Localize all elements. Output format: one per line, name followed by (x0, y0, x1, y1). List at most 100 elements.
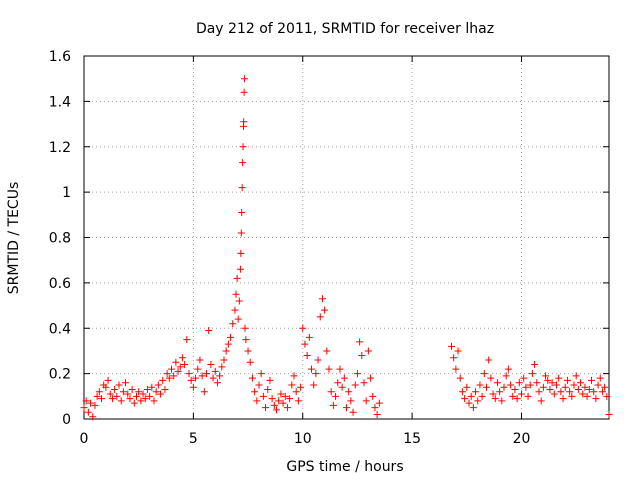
data-point (104, 376, 112, 384)
y-tick-label: 0.2 (49, 367, 71, 383)
data-point (579, 390, 587, 398)
data-point (347, 397, 355, 405)
data-point (82, 397, 90, 405)
data-point (452, 365, 460, 373)
data-point (264, 386, 272, 394)
data-point (472, 388, 480, 396)
data-point (268, 395, 276, 403)
data-point (137, 397, 145, 405)
data-point (509, 392, 517, 400)
data-point (80, 404, 88, 412)
data-point (122, 379, 130, 387)
data-point (242, 336, 250, 344)
data-point (524, 392, 532, 400)
data-point (513, 395, 521, 403)
data-point (327, 388, 335, 396)
data-point (240, 88, 248, 96)
data-point (238, 184, 246, 192)
data-point (288, 381, 296, 389)
data-point (176, 363, 184, 371)
data-point (553, 381, 560, 389)
data-point (238, 209, 246, 217)
data-point (119, 388, 127, 396)
data-point (563, 376, 571, 384)
data-point (152, 388, 160, 396)
data-point (456, 374, 464, 382)
data-point (172, 358, 180, 366)
data-point (91, 401, 99, 409)
data-point (592, 395, 600, 403)
data-point (316, 313, 324, 321)
data-point (194, 365, 202, 373)
data-point (605, 410, 613, 418)
data-point (143, 386, 151, 394)
data-point (234, 315, 242, 323)
data-point (574, 386, 582, 394)
data-point (203, 370, 210, 378)
data-point (279, 399, 287, 407)
data-point (246, 358, 254, 366)
data-point (531, 361, 539, 369)
data-point (239, 143, 247, 151)
data-point (108, 395, 116, 403)
data-point (334, 379, 342, 387)
data-point (209, 374, 217, 382)
data-point (515, 379, 523, 387)
x-tick-label: 10 (294, 431, 312, 447)
data-point (124, 390, 132, 398)
data-point (89, 413, 97, 421)
data-point (170, 372, 178, 380)
data-point (87, 399, 95, 407)
data-point (117, 397, 125, 405)
data-point (491, 395, 499, 403)
data-point (111, 386, 119, 394)
data-point (500, 383, 508, 391)
data-point (353, 370, 361, 378)
data-point (358, 351, 366, 359)
data-points (80, 75, 613, 421)
data-point (511, 386, 519, 394)
data-point (318, 295, 326, 303)
data-point (356, 338, 364, 346)
data-point (375, 399, 383, 407)
data-point (185, 370, 193, 378)
data-point (200, 388, 208, 396)
data-point (224, 340, 232, 348)
data-point (448, 342, 455, 350)
data-point (343, 404, 350, 412)
y-tick-label: 1.4 (49, 94, 71, 110)
data-point (187, 376, 195, 384)
data-point (262, 404, 270, 412)
data-point (588, 376, 595, 384)
data-point (369, 392, 377, 400)
data-point (241, 75, 249, 83)
data-point (603, 392, 611, 400)
data-point (533, 379, 541, 387)
data-point (469, 404, 477, 412)
data-point (349, 408, 357, 416)
data-point (321, 306, 329, 314)
data-point (590, 388, 598, 396)
data-point (157, 390, 165, 398)
data-point (299, 324, 307, 332)
data-point (207, 361, 215, 369)
y-tick-label: 0.4 (49, 321, 71, 337)
data-point (596, 374, 604, 382)
data-point (504, 365, 512, 373)
data-point (227, 333, 235, 341)
data-point (487, 374, 495, 382)
data-point (557, 388, 565, 396)
y-tick-label: 1 (62, 185, 71, 201)
data-point (362, 397, 370, 405)
data-point (550, 390, 558, 398)
data-point (218, 363, 226, 371)
data-point (371, 404, 379, 412)
data-point (480, 370, 488, 378)
data-point (106, 390, 114, 398)
data-point (196, 356, 204, 364)
data-point (458, 388, 466, 396)
y-tick-label: 1.2 (49, 140, 71, 156)
data-point (559, 395, 567, 403)
data-point (275, 397, 283, 405)
data-point (183, 336, 191, 344)
